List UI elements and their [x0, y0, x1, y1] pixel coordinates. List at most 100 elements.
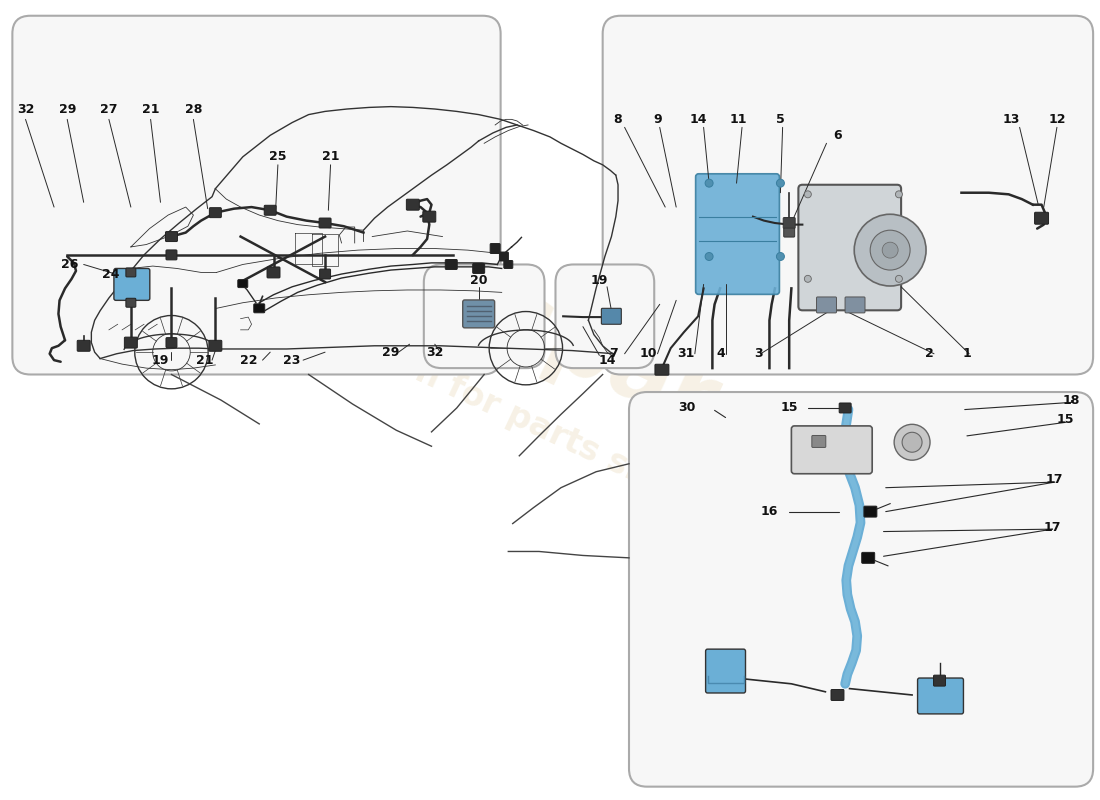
Text: 13: 13 — [1002, 113, 1020, 126]
Circle shape — [705, 179, 713, 187]
Text: 15: 15 — [1057, 414, 1075, 426]
Circle shape — [804, 191, 812, 198]
Text: 32: 32 — [426, 346, 443, 358]
Text: passion for parts since 1985: passion for parts since 1985 — [301, 304, 799, 559]
FancyBboxPatch shape — [791, 426, 872, 474]
FancyBboxPatch shape — [861, 552, 875, 563]
Text: 18: 18 — [1063, 394, 1080, 406]
Text: 11: 11 — [730, 113, 748, 126]
Text: 23: 23 — [284, 354, 300, 366]
Text: 12: 12 — [1048, 113, 1066, 126]
FancyBboxPatch shape — [473, 263, 485, 274]
Text: 25: 25 — [270, 150, 287, 163]
FancyBboxPatch shape — [816, 297, 836, 313]
FancyBboxPatch shape — [629, 392, 1093, 786]
FancyBboxPatch shape — [839, 403, 851, 413]
FancyBboxPatch shape — [264, 206, 276, 215]
Circle shape — [895, 275, 902, 282]
FancyBboxPatch shape — [125, 268, 135, 277]
FancyBboxPatch shape — [254, 304, 265, 313]
FancyBboxPatch shape — [406, 199, 419, 210]
FancyBboxPatch shape — [845, 297, 865, 313]
Text: 22: 22 — [240, 354, 257, 366]
FancyBboxPatch shape — [463, 300, 495, 328]
Circle shape — [804, 275, 812, 282]
FancyBboxPatch shape — [504, 261, 513, 269]
Text: 29: 29 — [58, 103, 76, 116]
FancyBboxPatch shape — [166, 338, 177, 347]
FancyBboxPatch shape — [319, 218, 331, 228]
Text: 5: 5 — [776, 113, 784, 126]
Text: 14: 14 — [690, 113, 707, 126]
FancyBboxPatch shape — [446, 259, 458, 270]
FancyBboxPatch shape — [783, 228, 794, 237]
FancyBboxPatch shape — [267, 267, 280, 278]
FancyBboxPatch shape — [783, 218, 795, 229]
Text: 19: 19 — [591, 274, 608, 287]
FancyBboxPatch shape — [1035, 212, 1048, 224]
FancyBboxPatch shape — [422, 211, 436, 222]
FancyBboxPatch shape — [209, 208, 221, 218]
Text: 28: 28 — [185, 103, 202, 116]
FancyBboxPatch shape — [165, 231, 177, 242]
Text: 3: 3 — [755, 347, 762, 360]
FancyBboxPatch shape — [166, 250, 177, 260]
Circle shape — [777, 179, 784, 187]
Circle shape — [894, 424, 930, 460]
Text: 15: 15 — [780, 402, 798, 414]
Text: 17: 17 — [1046, 474, 1064, 486]
Text: 1: 1 — [962, 347, 971, 360]
Text: 27: 27 — [100, 103, 118, 116]
Circle shape — [705, 253, 713, 261]
Text: 32: 32 — [16, 103, 34, 116]
FancyBboxPatch shape — [695, 174, 780, 294]
FancyBboxPatch shape — [125, 298, 135, 307]
Text: 4: 4 — [717, 347, 726, 360]
FancyBboxPatch shape — [812, 435, 826, 447]
FancyBboxPatch shape — [654, 364, 669, 375]
FancyBboxPatch shape — [603, 16, 1093, 374]
FancyBboxPatch shape — [77, 340, 90, 351]
FancyBboxPatch shape — [124, 337, 138, 348]
Text: 21: 21 — [322, 150, 339, 163]
FancyBboxPatch shape — [499, 252, 508, 261]
FancyBboxPatch shape — [602, 308, 621, 324]
FancyBboxPatch shape — [799, 185, 901, 310]
FancyBboxPatch shape — [556, 265, 654, 368]
Text: 31: 31 — [678, 347, 695, 360]
Text: 26: 26 — [60, 258, 78, 271]
Text: 30: 30 — [679, 402, 696, 414]
Circle shape — [870, 230, 910, 270]
Text: 6: 6 — [833, 129, 842, 142]
Circle shape — [777, 253, 784, 261]
Text: 29: 29 — [382, 346, 399, 358]
FancyBboxPatch shape — [934, 675, 946, 686]
Circle shape — [882, 242, 898, 258]
FancyBboxPatch shape — [830, 690, 844, 701]
Text: 17: 17 — [1044, 521, 1061, 534]
FancyBboxPatch shape — [917, 678, 964, 714]
Text: 7: 7 — [609, 347, 618, 360]
FancyBboxPatch shape — [424, 265, 544, 368]
Text: 14: 14 — [598, 354, 616, 366]
Circle shape — [855, 214, 926, 286]
FancyBboxPatch shape — [320, 269, 331, 279]
FancyBboxPatch shape — [209, 340, 222, 351]
FancyBboxPatch shape — [705, 649, 746, 693]
FancyBboxPatch shape — [114, 269, 150, 300]
FancyBboxPatch shape — [491, 243, 501, 254]
Text: 19: 19 — [152, 354, 169, 366]
Text: 21: 21 — [142, 103, 160, 116]
Text: 21: 21 — [196, 354, 213, 366]
Text: 10: 10 — [640, 347, 658, 360]
Text: 9: 9 — [653, 113, 662, 126]
Text: 2: 2 — [925, 347, 934, 360]
Circle shape — [902, 432, 922, 452]
Text: 8: 8 — [614, 113, 623, 126]
FancyBboxPatch shape — [238, 280, 248, 287]
Circle shape — [895, 191, 902, 198]
FancyBboxPatch shape — [12, 16, 501, 374]
Text: 16: 16 — [761, 505, 778, 518]
Text: Eurospares: Eurospares — [260, 168, 840, 504]
FancyBboxPatch shape — [864, 506, 877, 517]
